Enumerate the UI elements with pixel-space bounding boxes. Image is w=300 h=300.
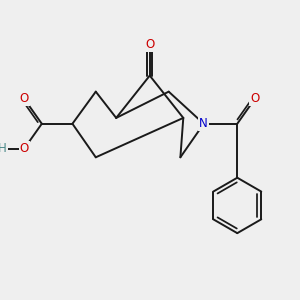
Text: O: O — [20, 92, 29, 105]
Text: H: H — [0, 142, 7, 155]
Text: O: O — [20, 142, 29, 155]
Text: O: O — [250, 92, 260, 105]
Text: O: O — [145, 38, 154, 52]
Text: N: N — [199, 117, 208, 130]
